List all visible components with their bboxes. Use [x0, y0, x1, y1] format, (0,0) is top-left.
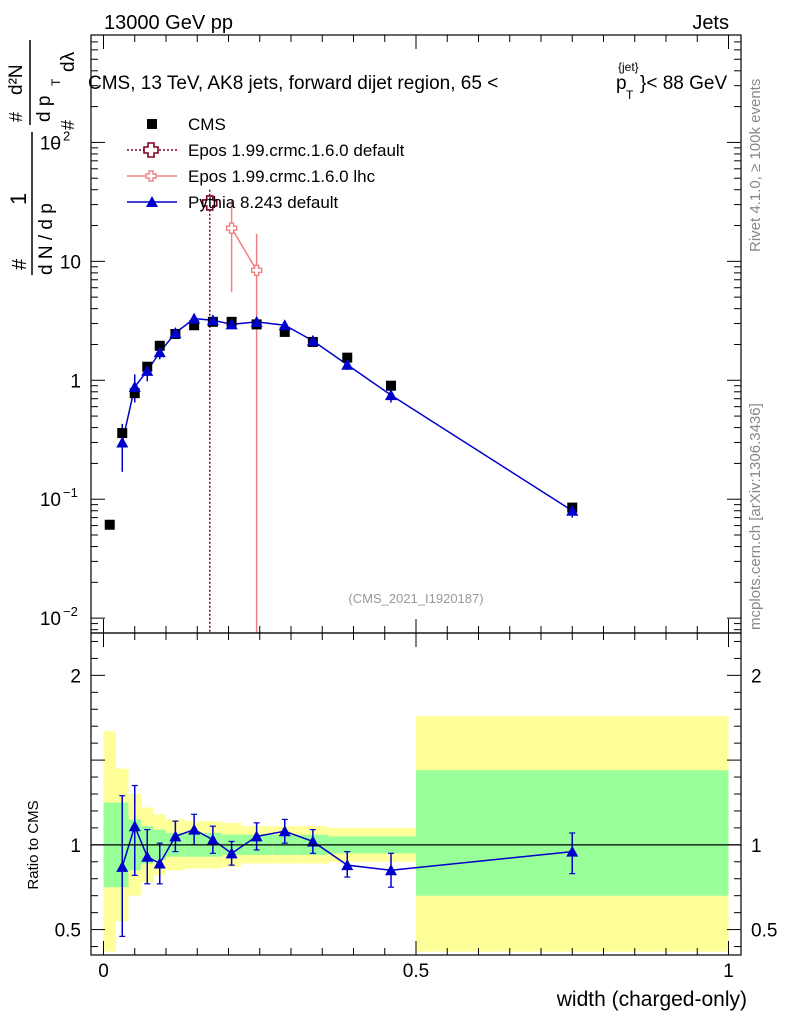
main-title-text: CMS, 13 TeV, AK8 jets, forward dijet reg… [88, 73, 498, 94]
pythia-point [153, 346, 166, 358]
cms-data-point [386, 380, 396, 391]
pythia-point [341, 358, 354, 370]
ratio-pythia-point [278, 825, 291, 837]
ratio-y-tick-label-left: 1 [70, 836, 81, 857]
ratio-y-tick-label-right: 0.5 [751, 921, 777, 942]
pythia-point [116, 436, 129, 448]
ratio-pythia-point [116, 860, 129, 872]
pythia-point [250, 315, 263, 327]
x-tick-label: 0.5 [403, 961, 429, 982]
ratio-pythia-point [169, 830, 182, 842]
epos-lhc-point [225, 222, 238, 234]
ratio-pythia-point [250, 830, 263, 842]
ratio-pythia-point [206, 833, 219, 845]
epos-lhc-point [250, 264, 263, 277]
ratio-pythia-point [188, 823, 201, 835]
cms-data-point [117, 428, 128, 439]
main-title-sub: T [626, 88, 634, 102]
mcplots-label: mcplots.cern.ch [arXiv:1306.3436] [747, 403, 764, 630]
ratio-axes: 0.5 0.5 1 1 2 2 0 0.5 1 [55, 632, 777, 982]
epos-default-point [201, 195, 218, 211]
main-y-axis-label: # 1 d N / d p T # d²N d p T # dλ [6, 40, 79, 275]
ratio-y-tick-label-right: 1 [751, 836, 762, 857]
main-title-pt: p [616, 73, 627, 94]
watermark: (CMS_2021_I1920187) [348, 591, 483, 606]
ratio-pythia-point [225, 847, 238, 859]
ylabel-hash-2: # [6, 112, 26, 122]
ylabel-dN: d N / d p [36, 203, 57, 275]
pythia-point [566, 504, 579, 516]
legend-marker-epos-lhc [145, 170, 157, 182]
ratio-pythia-point [306, 835, 319, 847]
epos-lhc-line [230, 227, 258, 271]
ylabel-dlambda: dλ [58, 51, 79, 72]
legend-label-epos-default: Epos 1.99.crmc.1.6.0 default [188, 141, 405, 160]
ylabel-d2N: d²N [6, 64, 27, 95]
x-tick-label: 1 [723, 961, 734, 982]
legend-marker-cms [147, 119, 157, 129]
cms-data-point [104, 519, 115, 530]
pythia-point [188, 312, 201, 324]
pythia-point [141, 364, 154, 376]
main-title-end: }< 88 GeV [640, 73, 727, 94]
main-title-sup: {jet} [618, 60, 639, 74]
main-y-tick-exponent: −1 [63, 485, 78, 500]
pythia-point [278, 319, 291, 331]
cms-data-point [279, 326, 290, 337]
main-y-tick-exponent: 2 [63, 128, 70, 143]
legend-marker-pythia [146, 196, 158, 207]
pythia-point [169, 326, 182, 338]
cms-data-point [129, 388, 140, 399]
cms-data-point [342, 352, 353, 363]
main-series-layer [104, 189, 579, 633]
ratio-y-tick-label-right: 2 [751, 666, 762, 687]
ratio-pythia-point [141, 850, 154, 862]
header-left: 13000 GeV pp [104, 12, 233, 34]
legend-label-cms: CMS [188, 115, 226, 134]
x-tick-label: 0 [98, 961, 109, 982]
pythia-point [225, 318, 238, 330]
ylabel-dN-T: T [49, 139, 63, 147]
main-y-tick-label: 10 [60, 252, 81, 273]
cms-data-point [189, 320, 200, 331]
ratio-pythia-point [385, 864, 397, 876]
cms-data-point [154, 340, 165, 351]
legend-label-pythia: Pythia 8.243 default [188, 193, 339, 212]
ratio-pythia-point [128, 820, 141, 832]
rivet-label: Rivet 4.1.0, ≥ 100k events [747, 79, 764, 252]
pythia-point [128, 380, 141, 392]
ratio-pythia-point [153, 857, 166, 869]
ylabel-hash-num: # [9, 258, 31, 270]
ratio-pythia-point [341, 859, 354, 871]
ylabel-dp: d p [34, 96, 55, 122]
ratio-pythia-point [566, 845, 579, 857]
pythia-point [306, 334, 319, 346]
pythia-point [385, 389, 397, 401]
main-title: CMS, 13 TeV, AK8 jets, forward dijet reg… [88, 60, 727, 102]
main-y-tick-label: 1 [70, 371, 81, 392]
main-y-tick-exponent: −2 [63, 604, 78, 619]
main-y-tick-label: 10 [40, 490, 61, 511]
legend: CMS Epos 1.99.crmc.1.6.0 default Epos 1.… [127, 115, 405, 212]
ratio-y-tick-label-left: 0.5 [55, 921, 81, 942]
ratio-y-tick-label-left: 2 [70, 666, 81, 687]
legend-marker-epos-default [143, 142, 159, 158]
ylabel-hash-3: # [58, 120, 78, 130]
pythia-point [206, 314, 219, 326]
ylabel-dp-T: T [49, 78, 63, 86]
ratio-y-axis-label: Ratio to CMS [25, 800, 42, 889]
x-axis-label: width (charged-only) [556, 988, 747, 1011]
main-y-tick-label: 10 [40, 609, 61, 630]
main-y-tick-label: 10 [40, 133, 61, 154]
legend-label-epos-lhc: Epos 1.99.crmc.1.6.0 lhc [188, 167, 376, 186]
ylabel-one: 1 [6, 193, 31, 205]
ratio-series-layer [116, 784, 579, 937]
header-right: Jets [692, 12, 729, 34]
pythia-line [121, 317, 573, 512]
